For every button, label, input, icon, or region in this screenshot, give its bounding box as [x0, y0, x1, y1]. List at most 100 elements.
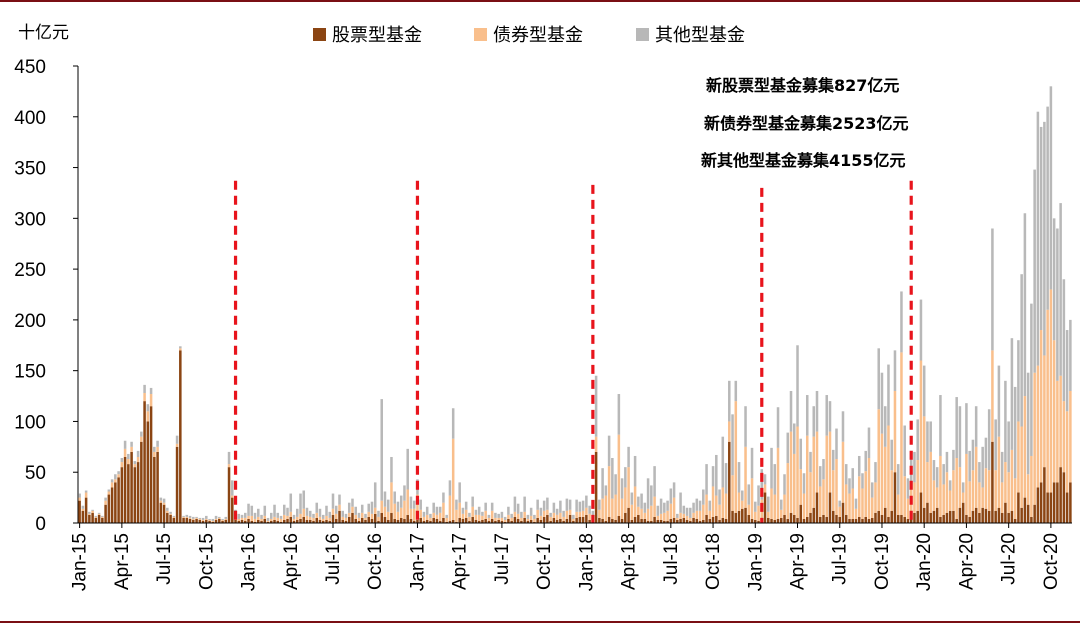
bar-bond — [575, 511, 578, 518]
bar-bond — [539, 515, 543, 520]
bar-other — [695, 498, 699, 511]
bar-equity — [325, 519, 328, 523]
bar-bond — [117, 474, 120, 478]
bar-equity — [812, 507, 816, 523]
bar-other — [809, 451, 812, 473]
bar-other — [468, 512, 471, 517]
legend-label-equity: 股票型基金 — [332, 25, 422, 46]
bar-equity — [741, 508, 744, 523]
bar-bond — [828, 431, 832, 493]
bar-equity — [494, 520, 497, 523]
bar-equity — [373, 513, 377, 523]
bar-equity — [283, 519, 286, 523]
bar-other — [84, 490, 88, 493]
bar-other — [367, 503, 370, 512]
bar-bond — [695, 510, 699, 519]
bar-equity — [107, 494, 111, 523]
bar-equity — [123, 456, 127, 523]
bar-bond — [127, 459, 130, 465]
bar-bond — [308, 516, 312, 520]
bar-other — [390, 456, 393, 483]
bar-equity — [744, 507, 747, 523]
bar-other — [997, 365, 1001, 437]
bar-equity — [218, 518, 221, 523]
bar-equity — [594, 451, 598, 523]
bar-other — [890, 439, 893, 471]
bar-other — [140, 431, 143, 437]
bar-other — [896, 464, 900, 495]
bar-equity — [1049, 492, 1053, 523]
bar-bond — [916, 460, 919, 511]
bar-equity — [315, 517, 319, 523]
bar-bond — [646, 508, 650, 521]
bar-other — [682, 505, 686, 514]
bar-equity — [1013, 518, 1017, 523]
bar-equity — [360, 517, 364, 523]
bar-bond — [805, 435, 809, 517]
bar-equity — [127, 464, 130, 523]
bar-equity — [451, 519, 455, 523]
bar-equity — [546, 514, 549, 523]
bar-bond — [94, 516, 98, 518]
bar-bond — [370, 513, 374, 519]
bar-bond — [214, 518, 218, 520]
bottom-border — [0, 621, 1080, 623]
bar-other — [773, 464, 777, 495]
bar-equity — [900, 514, 903, 523]
bar-bond — [110, 482, 114, 488]
bar-equity — [968, 516, 971, 523]
bar-bond — [182, 516, 185, 518]
bar-bond — [331, 508, 335, 515]
bar-other — [864, 450, 867, 472]
bar-equity — [656, 519, 660, 523]
bar-equity — [825, 516, 829, 523]
bar-other — [494, 512, 497, 518]
bar-other — [604, 485, 608, 496]
bar-bond — [529, 515, 533, 520]
bar-bond — [835, 459, 838, 515]
bar-bond — [334, 513, 338, 519]
bar-equity — [1030, 516, 1033, 523]
bar-bond — [981, 487, 984, 508]
bar-equity — [565, 518, 569, 523]
y-tick-label: 50 — [25, 463, 46, 484]
bar-equity — [208, 520, 211, 523]
bar-equity — [916, 510, 919, 523]
bar-other — [555, 508, 559, 515]
bar-bond — [442, 502, 445, 518]
bar-equity — [354, 518, 357, 523]
bar-equity — [110, 487, 114, 523]
bar-other — [104, 497, 107, 501]
bar-other — [578, 501, 582, 512]
bar-other — [601, 468, 604, 499]
bar-other — [302, 490, 306, 509]
bar-bond — [848, 493, 851, 519]
bar-other — [185, 514, 189, 517]
bar-other — [377, 510, 380, 517]
bar-equity — [461, 518, 465, 523]
bar-other — [562, 510, 565, 517]
bar-equity — [848, 518, 851, 523]
y-axis: 0 50 100 150 200 250 300 350 400 450 — [14, 57, 79, 535]
bar-equity — [331, 514, 335, 523]
bar-equity — [773, 519, 777, 523]
bar-equity — [221, 520, 224, 523]
bar-other — [637, 496, 640, 507]
bar-other — [760, 469, 764, 500]
bar-other — [546, 497, 549, 510]
bar-other — [315, 502, 319, 513]
bar-equity — [650, 520, 653, 523]
bar-bond — [744, 446, 747, 508]
bar-equity — [497, 519, 500, 523]
bar-bond — [445, 517, 448, 522]
bar-bond — [640, 508, 643, 519]
bar-equity — [952, 510, 955, 523]
bar-other — [1030, 303, 1033, 456]
bar-bond — [1065, 411, 1069, 493]
bar-other — [373, 482, 377, 508]
bar-other — [698, 500, 702, 511]
bar-bond — [932, 480, 936, 511]
bar-equity — [169, 514, 172, 523]
bar-bond — [705, 494, 708, 515]
bar-equity — [260, 520, 263, 523]
